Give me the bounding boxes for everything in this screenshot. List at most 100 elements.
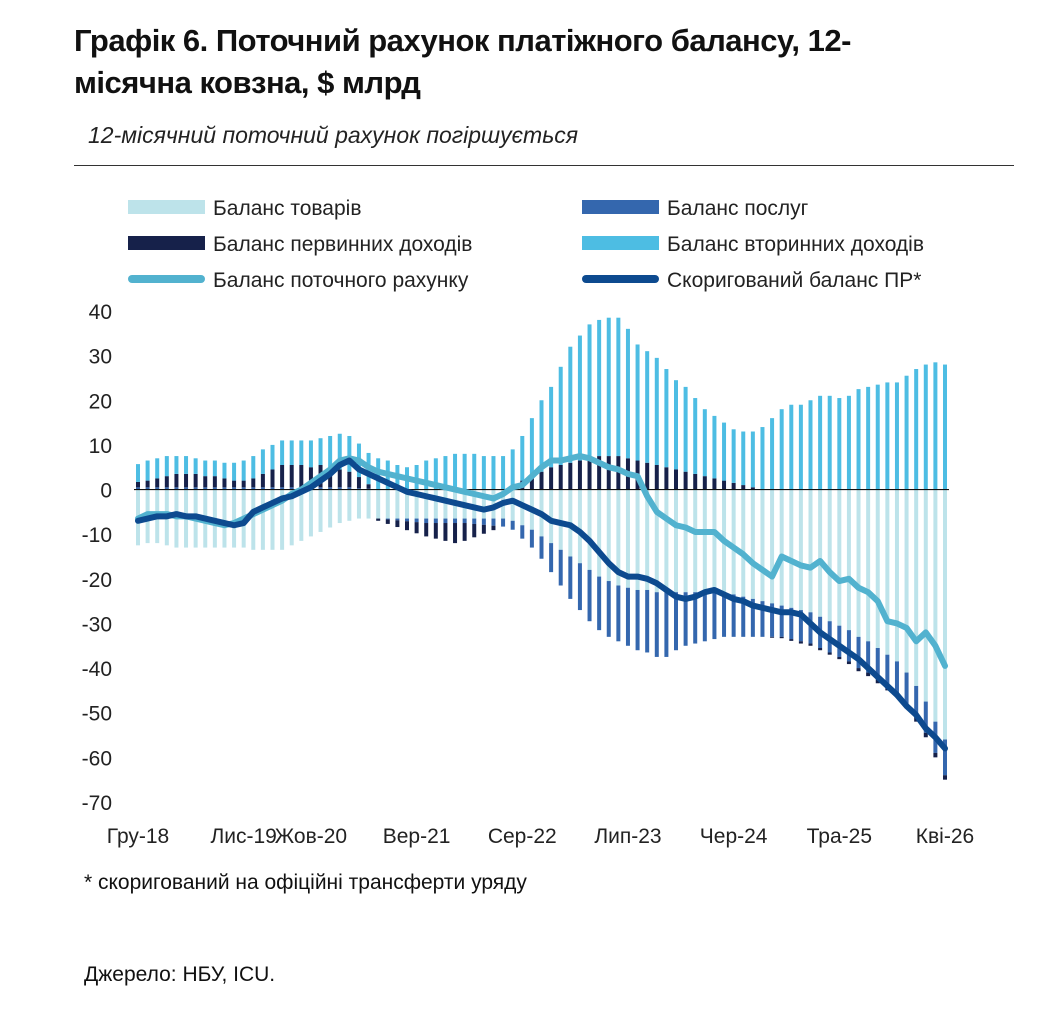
bar-secondary-income <box>529 418 534 477</box>
bar-goods <box>808 489 813 613</box>
bar-secondary-income <box>587 324 592 459</box>
bar-services <box>491 518 496 526</box>
legend-label: Баланс первинних доходів <box>213 233 472 256</box>
bar-primary-income <box>260 473 265 488</box>
bar-primary-income <box>145 480 150 488</box>
bar-primary-income <box>539 471 544 490</box>
bar-services <box>558 549 563 586</box>
bar-secondary-income <box>616 317 621 457</box>
bar-secondary-income <box>846 395 851 490</box>
bar-secondary-income <box>501 456 506 490</box>
bar-goods <box>510 489 515 521</box>
bar-services <box>606 581 611 637</box>
bar-services <box>356 488 361 490</box>
bar-secondary-income <box>568 346 573 463</box>
legend: Баланс товарів Баланс послуг Баланс первин… <box>128 197 924 292</box>
bar-primary-income <box>356 477 361 489</box>
bar-goods <box>635 489 640 590</box>
legend-label: Скоригований баланс ПР* <box>667 269 921 292</box>
bar-services <box>270 487 275 490</box>
bar-goods <box>683 489 688 593</box>
page-title: Графік 6. Поточний рахунок платіжного ба… <box>74 23 851 100</box>
bar-primary-income <box>750 487 755 490</box>
bar-secondary-income <box>549 386 554 468</box>
bar-primary-income <box>549 467 554 490</box>
bar-primary-income <box>395 520 400 528</box>
bar-services <box>347 487 352 490</box>
bar-goods <box>943 489 947 740</box>
bar-secondary-income <box>145 460 150 481</box>
bar-primary-income <box>491 525 496 531</box>
bar-secondary-income <box>894 382 899 490</box>
bar-goods <box>328 489 333 528</box>
bar-primary-income <box>222 478 227 488</box>
x-tick-label: Чер-24 <box>700 825 768 848</box>
legend-label: Баланс послуг <box>667 197 809 220</box>
bar-secondary-income <box>520 435 525 481</box>
bar-primary-income <box>654 465 659 490</box>
header-divider <box>74 165 1014 166</box>
bar-services <box>453 518 458 524</box>
legend-label: Баланс поточного рахунку <box>213 269 469 292</box>
bar-services <box>837 625 842 657</box>
bar-services <box>280 487 285 490</box>
bar-secondary-income <box>414 465 419 490</box>
bar-secondary-income <box>260 449 265 474</box>
bar-secondary-income <box>933 362 938 490</box>
bar-primary-income <box>155 478 160 488</box>
bar-secondary-income <box>722 422 727 481</box>
bar-secondary-income <box>481 456 486 490</box>
bar-secondary-income <box>597 319 602 457</box>
bar-goods <box>606 489 611 582</box>
bar-goods <box>760 489 765 602</box>
bar-primary-income <box>347 471 352 488</box>
bar-secondary-income <box>193 458 198 474</box>
x-tick-label: Лип-23 <box>594 825 661 848</box>
bar-goods <box>597 489 602 577</box>
bar-primary-income <box>722 480 727 490</box>
bar-goods <box>424 489 429 519</box>
bar-primary-income <box>453 523 458 544</box>
bar-primary-income <box>943 775 947 780</box>
bar-goods <box>923 489 928 702</box>
bar-primary-income <box>184 473 189 488</box>
bar-secondary-income <box>510 449 515 486</box>
bar-secondary-income <box>943 364 947 490</box>
bar-secondary-income <box>808 400 813 490</box>
bar-services <box>443 518 448 524</box>
bar-goods <box>270 489 275 550</box>
bar-goods <box>558 489 563 550</box>
bar-goods <box>779 489 784 606</box>
bar-primary-income <box>837 656 842 660</box>
x-tick-label: Вер-21 <box>383 825 451 848</box>
bar-secondary-income <box>693 398 698 474</box>
bar-secondary-income <box>433 458 438 490</box>
bar-secondary-income <box>462 453 467 490</box>
bar-services <box>616 585 621 642</box>
bar-primary-income <box>798 641 803 644</box>
bar-services <box>501 518 506 527</box>
bar-services <box>520 525 525 539</box>
bar-secondary-income <box>885 382 890 490</box>
bar-primary-income <box>136 481 140 488</box>
bar-services <box>654 592 659 657</box>
bar-goods <box>837 489 842 626</box>
bar-secondary-income <box>731 429 736 483</box>
bar-services <box>702 592 707 642</box>
bar-primary-income <box>433 523 438 539</box>
x-tick-label: Лис-19 <box>210 825 276 848</box>
bar-secondary-income <box>299 440 304 465</box>
bar-primary-income <box>193 473 198 488</box>
bar-primary-income <box>270 469 275 488</box>
bar-secondary-income <box>232 462 237 481</box>
bar-goods <box>904 489 909 673</box>
bar-primary-income <box>770 636 775 638</box>
bar-services <box>808 612 813 644</box>
bar-goods <box>405 489 409 519</box>
bar-primary-income <box>597 456 602 490</box>
bar-goods <box>741 489 746 597</box>
bar-goods <box>491 489 496 519</box>
bar-services <box>193 487 198 490</box>
bar-primary-income <box>414 522 419 534</box>
bar-services <box>385 518 390 520</box>
